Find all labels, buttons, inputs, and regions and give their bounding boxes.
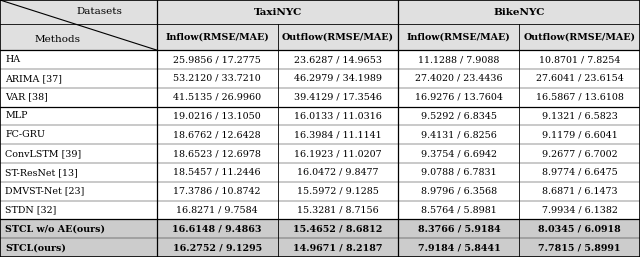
Text: 8.6871 / 6.1473: 8.6871 / 6.1473	[542, 187, 618, 196]
Text: 17.3786 / 10.8742: 17.3786 / 10.8742	[173, 187, 261, 196]
Text: 10.8701 / 7.8254: 10.8701 / 7.8254	[539, 55, 620, 64]
Text: Outflow(RMSE/MAE): Outflow(RMSE/MAE)	[524, 33, 636, 42]
Text: 18.6523 / 12.6978: 18.6523 / 12.6978	[173, 149, 261, 158]
Text: 39.4129 / 17.3546: 39.4129 / 17.3546	[294, 93, 382, 102]
Text: VAR [38]: VAR [38]	[5, 93, 48, 102]
Text: 9.2677 / 6.7002: 9.2677 / 6.7002	[542, 149, 618, 158]
Text: Datasets: Datasets	[76, 6, 122, 15]
Bar	[0, 50, 640, 69]
Text: 7.7815 / 5.8991: 7.7815 / 5.8991	[538, 243, 621, 252]
Bar	[0, 125, 640, 144]
Text: BikeNYC: BikeNYC	[493, 8, 545, 17]
Text: 16.1923 / 11.0207: 16.1923 / 11.0207	[294, 149, 382, 158]
Text: Inflow(RMSE/MAE): Inflow(RMSE/MAE)	[165, 33, 269, 42]
Bar	[0, 219, 640, 238]
Text: 16.9276 / 13.7604: 16.9276 / 13.7604	[415, 93, 503, 102]
Text: ConvLSTM [39]: ConvLSTM [39]	[5, 149, 81, 158]
Text: Methods: Methods	[35, 35, 81, 44]
Text: FC-GRU: FC-GRU	[5, 130, 45, 139]
Text: TaxiNYC: TaxiNYC	[253, 8, 301, 17]
Bar	[0, 88, 640, 107]
Text: 16.0472 / 9.8477: 16.0472 / 9.8477	[298, 168, 379, 177]
Text: Inflow(RMSE/MAE): Inflow(RMSE/MAE)	[407, 33, 511, 42]
Text: 9.0788 / 6.7831: 9.0788 / 6.7831	[421, 168, 497, 177]
Text: 11.1288 / 7.9088: 11.1288 / 7.9088	[418, 55, 500, 64]
Text: 27.4020 / 23.4436: 27.4020 / 23.4436	[415, 74, 502, 83]
Text: 18.5457 / 11.2446: 18.5457 / 11.2446	[173, 168, 261, 177]
Text: 9.1321 / 6.5823: 9.1321 / 6.5823	[542, 112, 618, 121]
Bar	[0, 238, 640, 257]
Text: 27.6041 / 23.6154: 27.6041 / 23.6154	[536, 74, 623, 83]
Text: 8.9796 / 6.3568: 8.9796 / 6.3568	[421, 187, 497, 196]
Bar	[0, 0, 640, 24]
Text: 16.6148 / 9.4863: 16.6148 / 9.4863	[172, 224, 262, 233]
Text: 16.5867 / 13.6108: 16.5867 / 13.6108	[536, 93, 623, 102]
Text: 9.3754 / 6.6942: 9.3754 / 6.6942	[421, 149, 497, 158]
Text: 8.3766 / 5.9184: 8.3766 / 5.9184	[417, 224, 500, 233]
Text: 9.1179 / 6.6041: 9.1179 / 6.6041	[542, 130, 618, 139]
Text: 14.9671 / 8.2187: 14.9671 / 8.2187	[293, 243, 383, 252]
Text: ST-ResNet [13]: ST-ResNet [13]	[5, 168, 78, 177]
Bar	[0, 24, 640, 50]
Text: 16.0133 / 11.0316: 16.0133 / 11.0316	[294, 112, 382, 121]
Text: 9.5292 / 6.8345: 9.5292 / 6.8345	[421, 112, 497, 121]
Text: STDN [32]: STDN [32]	[5, 206, 56, 215]
Text: 53.2120 / 33.7210: 53.2120 / 33.7210	[173, 74, 261, 83]
Text: MLP: MLP	[5, 112, 28, 121]
Text: 25.9856 / 17.2775: 25.9856 / 17.2775	[173, 55, 261, 64]
Text: 8.0345 / 6.0918: 8.0345 / 6.0918	[538, 224, 621, 233]
Text: 19.0216 / 13.1050: 19.0216 / 13.1050	[173, 112, 261, 121]
Text: 9.4131 / 6.8256: 9.4131 / 6.8256	[421, 130, 497, 139]
Text: Outflow(RMSE/MAE): Outflow(RMSE/MAE)	[282, 33, 394, 42]
Bar	[0, 144, 640, 163]
Text: 46.2979 / 34.1989: 46.2979 / 34.1989	[294, 74, 382, 83]
Text: 8.5764 / 5.8981: 8.5764 / 5.8981	[421, 206, 497, 215]
Bar	[0, 69, 640, 88]
Text: ARIMA [37]: ARIMA [37]	[5, 74, 62, 83]
Text: 8.9774 / 6.6475: 8.9774 / 6.6475	[542, 168, 618, 177]
Text: 15.3281 / 8.7156: 15.3281 / 8.7156	[297, 206, 379, 215]
Text: 7.9184 / 5.8441: 7.9184 / 5.8441	[417, 243, 500, 252]
Text: HA: HA	[5, 55, 20, 64]
Text: STCL(ours): STCL(ours)	[5, 243, 66, 252]
Text: 15.4652 / 8.6812: 15.4652 / 8.6812	[293, 224, 383, 233]
Text: STCL w/o AE(ours): STCL w/o AE(ours)	[5, 224, 105, 233]
Text: 15.5972 / 9.1285: 15.5972 / 9.1285	[297, 187, 379, 196]
Bar	[0, 107, 640, 125]
Bar	[0, 182, 640, 200]
Text: 16.8271 / 9.7584: 16.8271 / 9.7584	[177, 206, 258, 215]
Text: 16.3984 / 11.1141: 16.3984 / 11.1141	[294, 130, 382, 139]
Text: 7.9934 / 6.1382: 7.9934 / 6.1382	[542, 206, 618, 215]
Text: 41.5135 / 26.9960: 41.5135 / 26.9960	[173, 93, 261, 102]
Text: 18.6762 / 12.6428: 18.6762 / 12.6428	[173, 130, 261, 139]
Bar	[0, 200, 640, 219]
Text: 23.6287 / 14.9653: 23.6287 / 14.9653	[294, 55, 382, 64]
Bar	[0, 163, 640, 182]
Text: 16.2752 / 9.1295: 16.2752 / 9.1295	[173, 243, 262, 252]
Text: DMVST-Net [23]: DMVST-Net [23]	[5, 187, 84, 196]
